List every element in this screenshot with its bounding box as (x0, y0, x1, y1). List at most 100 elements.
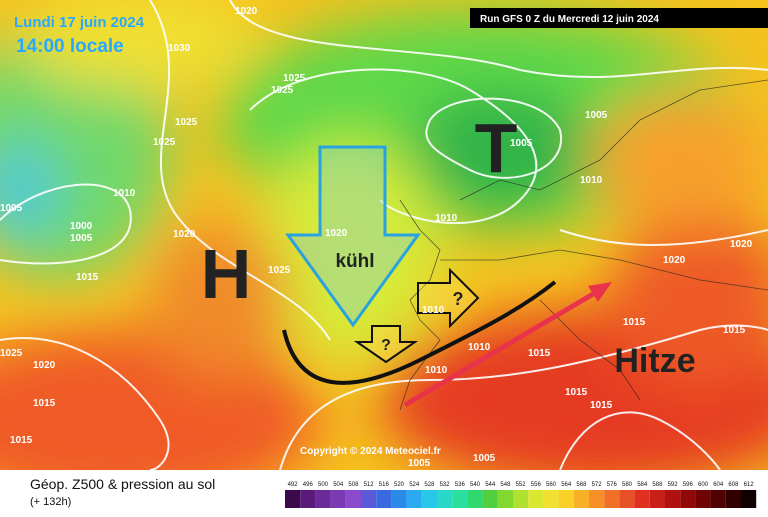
isobar-label: 1015 (723, 325, 746, 336)
isobar-label: 1010 (422, 305, 445, 316)
scale-swatch (573, 490, 589, 508)
question-arrow-south (353, 325, 419, 364)
cool-label: kühl (335, 251, 374, 272)
scale-label: 592 (668, 482, 679, 488)
isobar-label: 1015 (565, 387, 588, 398)
scale-label: 568 (576, 482, 587, 488)
scale-label: 604 (713, 482, 724, 488)
scale-label: 540 (470, 482, 481, 488)
trough-line (282, 280, 557, 385)
heat-arrow (403, 282, 612, 408)
isobar-label: 1025 (153, 137, 176, 148)
scale-swatch (482, 490, 498, 508)
isobar-label: 1015 (623, 317, 646, 328)
scale-label: 556 (531, 482, 542, 488)
scale-swatch (452, 490, 468, 508)
scale-swatch (376, 490, 392, 508)
scale-swatch (345, 490, 361, 508)
isobar-label: 1010 (468, 342, 491, 353)
scale-swatch (725, 490, 741, 508)
time: 14:00 locale (16, 36, 124, 57)
isobar-label: 1010 (113, 188, 136, 199)
scale-swatch (680, 490, 696, 508)
isobar-label: 1015 (590, 400, 613, 411)
scale-swatch (634, 490, 650, 508)
scale-label: 548 (500, 482, 511, 488)
isobar-label: 1005 (0, 203, 23, 214)
question-label: ? (381, 337, 391, 354)
isobar-label: 1020 (663, 255, 686, 266)
low-marker: T (475, 109, 518, 187)
isobar-label: 1025 (175, 117, 198, 128)
run-info: Run GFS 0 Z du Mercredi 12 juin 2024 (480, 14, 659, 25)
isobar-label: 1020 (235, 6, 258, 17)
isobar-label: 1010 (435, 213, 458, 224)
scale-swatch (710, 490, 726, 508)
isobar-label: 1005 (408, 458, 431, 469)
isobar-label: 1030 (168, 43, 191, 54)
scale-label: 580 (622, 482, 633, 488)
isobar-label: 1025 (271, 85, 294, 96)
scale-swatch (543, 490, 559, 508)
scale-label: 492 (288, 482, 299, 488)
isobar-label: 1010 (580, 175, 603, 186)
scale-label: 496 (303, 482, 314, 488)
isobar-label: 1005 (510, 138, 533, 149)
scale-label: 504 (333, 482, 344, 488)
isobar-label: 1015 (76, 272, 99, 283)
isobar-label: 1020 (730, 239, 753, 250)
scale-label: 584 (637, 482, 648, 488)
isobar-label: 1005 (585, 110, 608, 121)
scale-label: 588 (652, 482, 663, 488)
isobar-label: 1020 (325, 228, 348, 239)
isobar-label: 1015 (528, 348, 551, 359)
isobar-label: 1025 (0, 348, 23, 359)
legend-lead: (+ 132h) (30, 496, 71, 508)
isobar-label: 1005 (473, 453, 496, 464)
coastlines (399, 79, 768, 411)
isobar-label: 1020 (33, 360, 56, 371)
scale-swatch (497, 490, 513, 508)
isobar-label: 1015 (33, 398, 56, 409)
scale-label: 564 (561, 482, 572, 488)
scale-swatch (619, 490, 635, 508)
scale-label: 596 (683, 482, 694, 488)
scale-swatch (300, 490, 316, 508)
isobar-label: 1010 (425, 365, 448, 376)
scale-swatch (558, 490, 574, 508)
scale-swatch (604, 490, 620, 508)
scale-swatch (315, 490, 331, 508)
isobar-label: 1025 (283, 73, 306, 84)
scale-swatch (665, 490, 681, 508)
isobar-label: 1020 (173, 229, 196, 240)
scale-swatch (695, 490, 711, 508)
heat-label: Hitze (614, 342, 695, 380)
isobar-label: 1000 (70, 221, 93, 232)
scale-swatch (285, 490, 301, 508)
scale-swatch (391, 490, 407, 508)
question-label: ? (453, 289, 464, 309)
scale-swatch (361, 490, 377, 508)
scale-label: 608 (728, 482, 739, 488)
scale-label: 520 (394, 482, 405, 488)
scale-swatch (330, 490, 346, 508)
scale-label: 572 (592, 482, 603, 488)
scale-label: 552 (516, 482, 527, 488)
date: Lundi 17 juin 2024 (14, 14, 145, 31)
scale-swatch (467, 490, 483, 508)
scale-label: 512 (364, 482, 375, 488)
scale-swatch (513, 490, 529, 508)
scale-label: 536 (455, 482, 466, 488)
scale-swatch (589, 490, 605, 508)
scale-swatch (421, 490, 437, 508)
scale-swatch (406, 490, 422, 508)
isobars (0, 0, 768, 471)
scale-label: 524 (409, 482, 420, 488)
scale-label: 532 (440, 482, 451, 488)
scale-label: 612 (744, 482, 755, 488)
isobar-label: 1015 (10, 435, 33, 446)
question-arrow-east (417, 267, 480, 329)
scale-swatch (437, 490, 453, 508)
